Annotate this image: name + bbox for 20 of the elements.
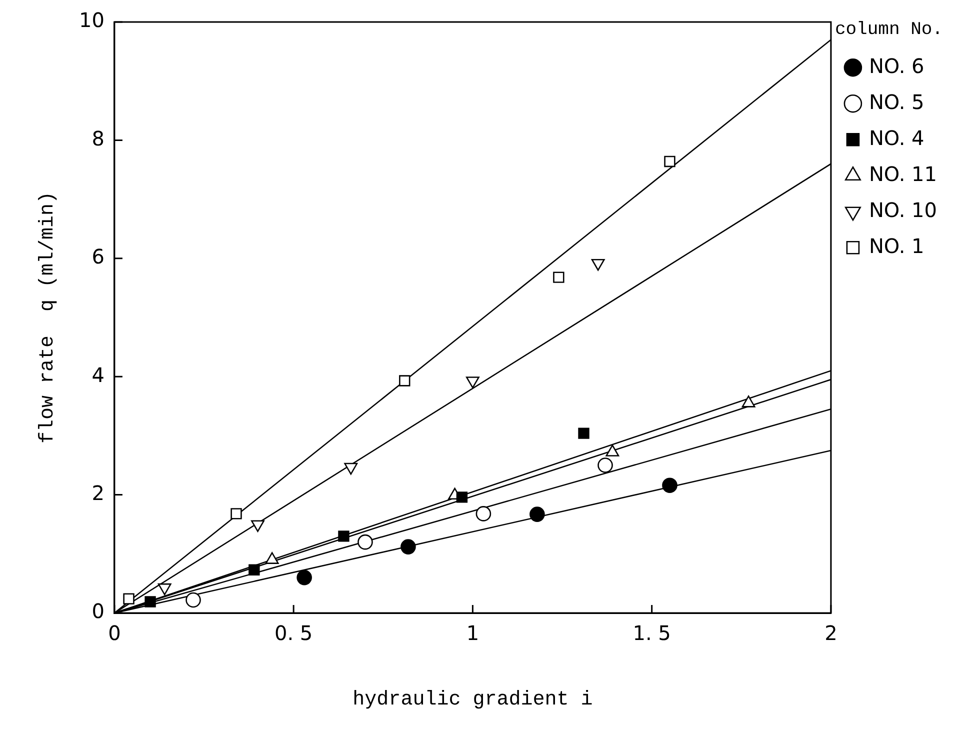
x-axis-title: hydraulic gradient i: [352, 688, 593, 712]
y-tick-label: 2: [92, 481, 104, 506]
x-tick-label: 0. 5: [274, 621, 313, 646]
y-tick-label: 4: [92, 362, 104, 387]
y-tick-label: 0: [92, 599, 104, 624]
x-tick-label: 1. 5: [632, 621, 671, 646]
legend-label: NO. 10: [868, 198, 938, 222]
x-tick-label: 0: [108, 621, 121, 646]
legend-label: NO. 5: [868, 90, 924, 114]
y-tick-label: 8: [92, 126, 104, 150]
y-tick-label: 10: [78, 8, 104, 32]
legend-label: NO. 11: [868, 162, 938, 186]
legend-label: NO. 6: [868, 54, 924, 78]
legend-label: NO. 4: [868, 126, 924, 150]
legend-label: NO. 1: [868, 234, 924, 258]
y-tick-label: 6: [92, 244, 104, 269]
x-tick-label: 2: [824, 621, 838, 646]
legend-title: column No.: [834, 20, 943, 40]
x-tick-label: 1: [466, 621, 480, 646]
y-axis-title: flow rate q (ml/min): [36, 191, 60, 444]
